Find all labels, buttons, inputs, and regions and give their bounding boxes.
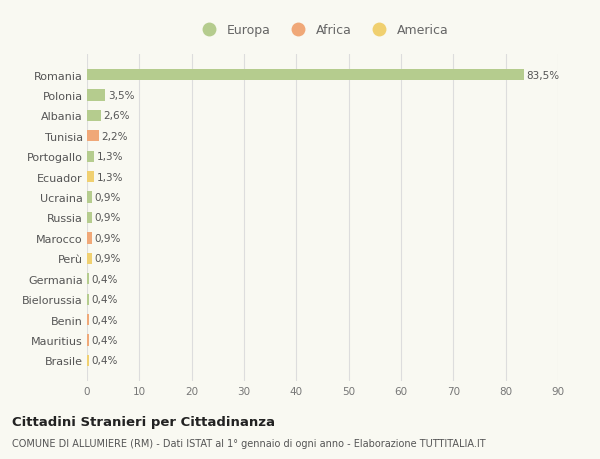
Text: 2,6%: 2,6% bbox=[103, 111, 130, 121]
Text: 0,4%: 0,4% bbox=[92, 315, 118, 325]
Text: 83,5%: 83,5% bbox=[527, 71, 560, 80]
Bar bbox=[87, 131, 98, 142]
Bar bbox=[87, 355, 89, 366]
Text: 0,9%: 0,9% bbox=[94, 254, 121, 264]
Bar bbox=[87, 90, 106, 101]
Bar bbox=[87, 172, 94, 183]
Text: COMUNE DI ALLUMIERE (RM) - Dati ISTAT al 1° gennaio di ogni anno - Elaborazione : COMUNE DI ALLUMIERE (RM) - Dati ISTAT al… bbox=[12, 438, 485, 448]
Legend: Europa, Africa, America: Europa, Africa, America bbox=[192, 19, 453, 42]
Bar bbox=[87, 233, 92, 244]
Text: 0,4%: 0,4% bbox=[92, 335, 118, 345]
Bar bbox=[87, 70, 524, 81]
Text: 1,3%: 1,3% bbox=[97, 152, 123, 162]
Text: 0,9%: 0,9% bbox=[94, 213, 121, 223]
Bar bbox=[87, 192, 92, 203]
Text: 1,3%: 1,3% bbox=[97, 172, 123, 182]
Bar bbox=[87, 213, 92, 224]
Bar bbox=[87, 294, 89, 305]
Bar bbox=[87, 151, 94, 162]
Bar bbox=[87, 111, 101, 122]
Text: 0,4%: 0,4% bbox=[92, 274, 118, 284]
Bar bbox=[87, 314, 89, 325]
Text: 2,2%: 2,2% bbox=[101, 132, 128, 141]
Text: Cittadini Stranieri per Cittadinanza: Cittadini Stranieri per Cittadinanza bbox=[12, 415, 275, 428]
Text: 3,5%: 3,5% bbox=[108, 91, 134, 101]
Text: 0,4%: 0,4% bbox=[92, 356, 118, 365]
Bar bbox=[87, 253, 92, 264]
Text: 0,9%: 0,9% bbox=[94, 233, 121, 243]
Text: 0,9%: 0,9% bbox=[94, 193, 121, 203]
Text: 0,4%: 0,4% bbox=[92, 295, 118, 304]
Bar bbox=[87, 335, 89, 346]
Bar bbox=[87, 274, 89, 285]
